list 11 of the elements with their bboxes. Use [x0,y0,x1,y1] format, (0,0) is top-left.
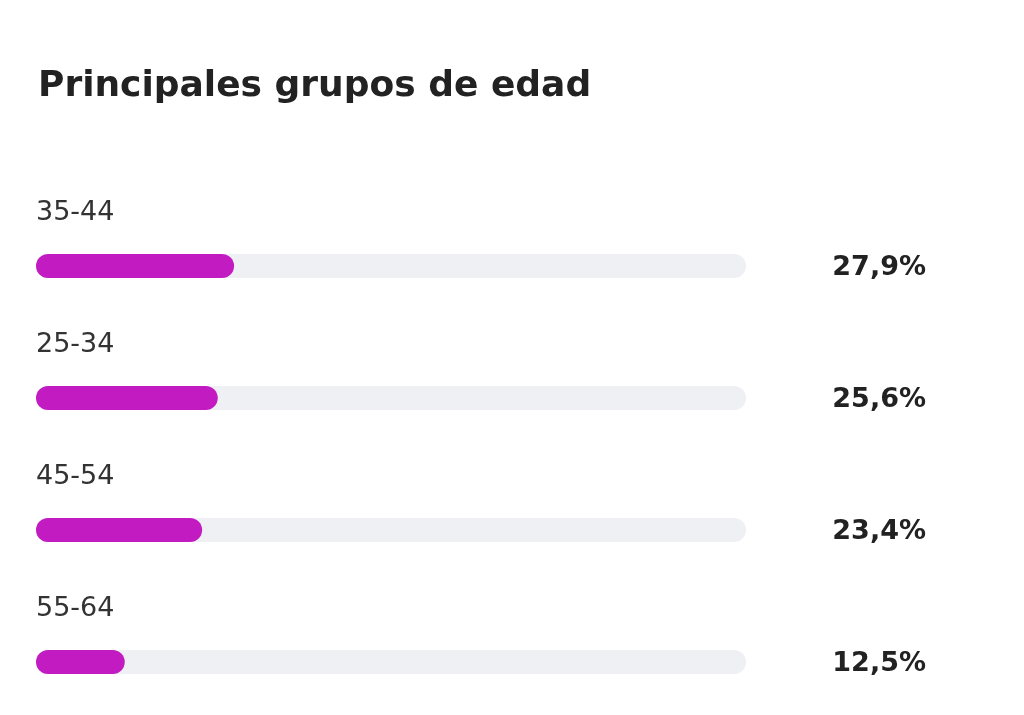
y-tick-label: 55-64 [36,591,115,622]
chart-title: Principales grupos de edad [38,63,592,104]
data-label: 25,6% [832,382,926,413]
bar [36,518,203,542]
y-tick-label: 25-34 [36,327,115,358]
bar [36,650,125,674]
data-label: 12,5% [832,646,926,677]
y-tick-label: 45-54 [36,459,115,490]
y-tick-label: 35-44 [36,195,115,226]
data-label: 23,4% [832,514,926,545]
data-label: 27,9% [832,250,926,281]
